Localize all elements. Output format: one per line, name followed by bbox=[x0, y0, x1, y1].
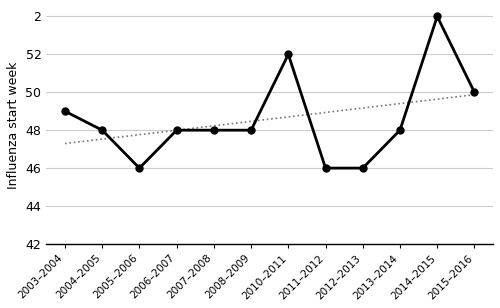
Y-axis label: Influenza start week: Influenza start week bbox=[7, 62, 20, 189]
